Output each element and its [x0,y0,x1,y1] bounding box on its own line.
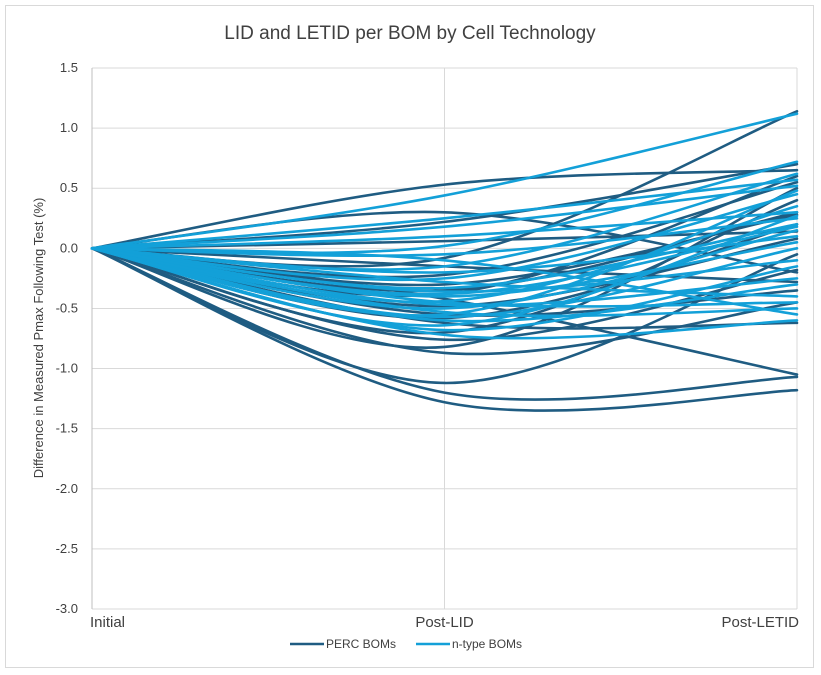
ntype-series-line [90,247,799,298]
ntype-series-line [90,247,799,340]
ntype-series-line [90,225,799,296]
perc-series-line [90,247,799,401]
y-tick-label: -2.5 [56,541,78,556]
chart-title: LID and LETID per BOM by Cell Technology [224,23,596,44]
ntype-series-line [90,112,799,250]
y-axis-ticks: 1.5 1.0 0.5 0.0 -0.5 -1.0 -1.5 -2.0 -2.5 -3.0 [56,60,78,616]
perc-series-line [90,247,799,356]
y-axis-label: Difference in Measured Pmax Following Te… [31,198,46,479]
y-tick-label: -3.0 [56,601,78,616]
x-category-label: Initial [90,614,125,631]
ntype-series-line [90,247,799,316]
perc-series-line [90,168,799,250]
ntype-series-line [90,229,799,310]
ntype-legend-label: n-type BOMs [452,637,522,651]
gridlines [91,67,798,610]
perc-series-line [90,247,799,412]
y-tick-label: -1.0 [56,361,78,376]
y-tick-label: 1.0 [60,120,78,135]
ntype-series-line [90,247,799,318]
ntype-series-line [90,184,799,250]
x-category-label: Post-LID [415,614,474,631]
y-tick-label: -0.5 [56,300,78,315]
y-tick-label: 0.5 [60,180,78,195]
y-tick-label: -2.0 [56,481,78,496]
y-tick-label: 1.5 [60,60,78,75]
ntype-series-line [90,192,799,282]
ntype-series-line [90,189,799,317]
legend: PERC BOMs n-type BOMs [290,637,522,651]
y-tick-label: 0.0 [60,240,78,255]
x-category-label: Post-LETID [721,614,799,631]
y-tick-label: -1.5 [56,421,78,436]
perc-legend-label: PERC BOMs [326,637,396,651]
ntype-series-line [90,178,799,250]
x-axis-categories: Initial Post-LID Post-LETID [90,614,799,631]
series-lines [90,109,799,412]
